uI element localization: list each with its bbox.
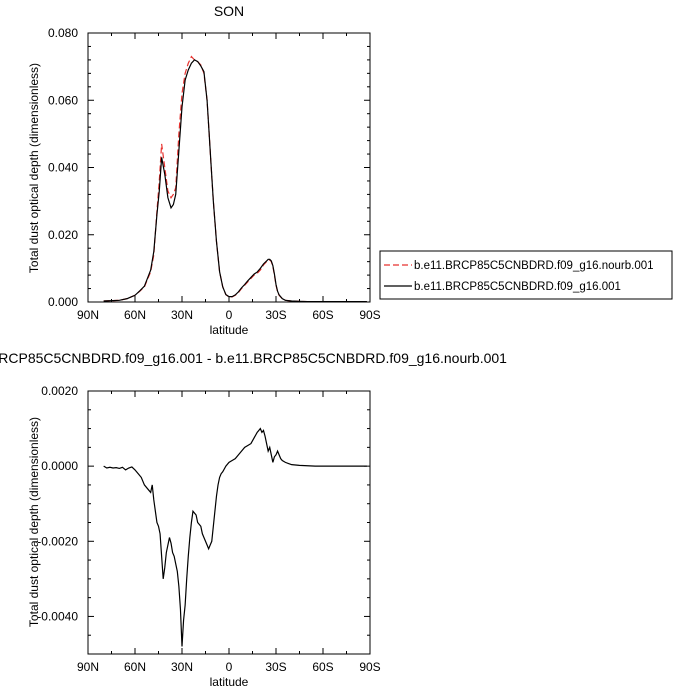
y-tick-label: 0.0000	[41, 459, 78, 473]
x-axis-label: latitude	[210, 675, 249, 689]
x-tick-label: 30S	[265, 660, 286, 674]
series-line-1	[103, 427, 367, 647]
y-tick-label: 0.060	[48, 93, 78, 107]
y-axis-label: Total dust optical depth (dimensionless)	[27, 63, 41, 273]
x-tick-label: 90N	[77, 308, 99, 322]
y-tick-label: 0.0020	[41, 384, 78, 398]
plot-panel-1: SON 90N 60N 30N 0 30S 60S 90S 0.000 0.020 0.040 0.0…	[27, 3, 673, 337]
x-tick-label: 60N	[124, 660, 146, 674]
x-tick-label: 90S	[359, 660, 380, 674]
y-tick-label: 0.040	[48, 161, 78, 175]
y-axis-label: Total dust optical depth (dimensionless)	[27, 417, 41, 627]
y-tick-label: 0.000	[48, 295, 78, 309]
plot-frame	[87, 32, 371, 303]
x-tick-label: 30N	[171, 660, 193, 674]
x-tick-label: 90S	[359, 308, 380, 322]
plot-panel-2: b.e11.BRCP85C5CNBDRD.f09_g16.001 - b.e11…	[0, 350, 507, 689]
x-tick-label: 60N	[124, 308, 146, 322]
legend-label-2: b.e11.BRCP85C5CNBDRD.f09_g16.001	[414, 281, 621, 293]
x-tick-label: 90N	[77, 660, 99, 674]
series-line-1	[103, 55, 367, 302]
chart-title: SON	[214, 3, 244, 19]
chart-title: b.e11.BRCP85C5CNBDRD.f09_g16.001 - b.e11…	[0, 350, 507, 366]
legend-box	[379, 250, 673, 300]
x-axis-label: latitude	[210, 323, 249, 337]
x-tick-label: 60S	[312, 660, 333, 674]
y-tick-label: 0.020	[48, 228, 78, 242]
y-tick-label: 0.080	[48, 26, 78, 40]
y-tick-label: -0.0040	[37, 609, 78, 623]
x-tick-label: 60S	[312, 308, 333, 322]
legend: b.e11.BRCP85C5CNBDRD.f09_g16.nourb.001 b.…	[379, 250, 673, 300]
x-tick-label: 0	[226, 308, 233, 322]
plot-frame	[87, 390, 371, 655]
legend-label-1: b.e11.BRCP85C5CNBDRD.f09_g16.nourb.001	[414, 260, 654, 272]
y-tick-label: -0.0020	[37, 534, 78, 548]
series-line-2	[103, 59, 367, 302]
x-tick-label: 30N	[171, 308, 193, 322]
x-tick-label: 0	[226, 660, 233, 674]
x-tick-label: 30S	[265, 308, 286, 322]
